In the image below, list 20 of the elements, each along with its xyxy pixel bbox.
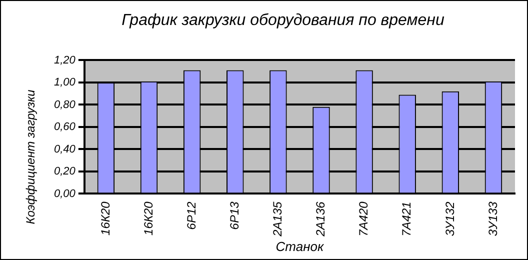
y-tick-label: 0,40 xyxy=(54,143,76,156)
y-tick-label: 1,20 xyxy=(54,54,76,66)
x-tick-label: 2А136 xyxy=(314,201,328,238)
x-tick-label: 2А135 xyxy=(270,201,285,238)
y-tick-label: 0,00 xyxy=(54,188,76,200)
y-tick-label: 1,00 xyxy=(54,76,76,89)
y-tick-label: 0,60 xyxy=(54,121,76,134)
y-tick-label: 0,20 xyxy=(54,166,76,178)
x-tick-label: 7А420 xyxy=(356,201,371,236)
y-axis-title: Коэффициент загрузки xyxy=(23,89,38,224)
x-tick-label: 16К20 xyxy=(98,201,112,236)
x-tick-label: 16К20 xyxy=(141,201,156,236)
y-tick-label: 0,80 xyxy=(54,98,76,111)
x-tick-label: 3У132 xyxy=(442,201,457,236)
chart-title: График закрузки оборудования по времени xyxy=(122,12,444,30)
x-tick-label: 6Р13 xyxy=(227,201,242,230)
x-tick-label: 7А421 xyxy=(400,202,414,236)
x-axis-title: Станок xyxy=(276,238,324,254)
x-tick-label: 6Р12 xyxy=(184,201,198,230)
x-tick-label: 3У133 xyxy=(486,201,500,236)
